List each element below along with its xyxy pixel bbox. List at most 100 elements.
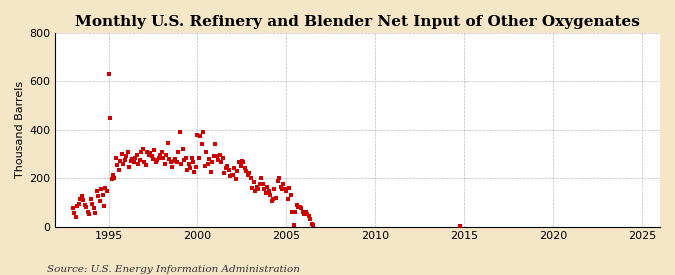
Point <box>72 204 83 208</box>
Point <box>234 160 244 165</box>
Point <box>127 156 138 161</box>
Point <box>92 194 103 199</box>
Point <box>151 160 161 165</box>
Point <box>269 187 280 191</box>
Point <box>240 166 250 171</box>
Point <box>223 167 234 172</box>
Point <box>95 199 105 204</box>
Point <box>216 160 227 165</box>
Point <box>146 154 157 159</box>
Point <box>153 155 164 160</box>
Point <box>229 166 240 171</box>
Point <box>170 156 181 161</box>
Point <box>144 150 155 155</box>
Point <box>143 153 154 157</box>
Point <box>200 164 211 168</box>
Point <box>250 189 261 194</box>
Point <box>176 161 186 166</box>
Point <box>236 159 247 163</box>
Point <box>124 165 135 169</box>
Point <box>204 156 215 161</box>
Point <box>220 166 231 171</box>
Point <box>242 172 253 177</box>
Point <box>241 169 252 173</box>
Point <box>209 154 219 159</box>
Point <box>81 205 92 210</box>
Point <box>138 160 149 165</box>
Point <box>299 212 310 217</box>
Point <box>256 176 267 180</box>
Point <box>192 132 203 137</box>
Point <box>225 174 236 178</box>
Point <box>262 185 273 189</box>
Point <box>189 170 200 174</box>
Point <box>238 160 249 165</box>
Point <box>134 158 145 162</box>
Point <box>163 141 173 145</box>
Point <box>254 182 265 186</box>
Point <box>136 149 146 154</box>
Point <box>210 142 221 147</box>
Point <box>158 155 169 160</box>
Point <box>235 164 246 168</box>
Point <box>149 148 160 153</box>
Point <box>118 161 129 166</box>
Point <box>112 163 123 167</box>
Point <box>68 206 78 211</box>
Point <box>128 160 139 165</box>
Point <box>85 197 96 201</box>
Point <box>277 187 288 191</box>
Point <box>78 198 88 202</box>
Point <box>182 167 192 172</box>
Point <box>266 199 277 204</box>
Point <box>109 176 119 180</box>
Point <box>304 217 315 222</box>
Point <box>253 187 264 191</box>
Point <box>142 149 153 154</box>
Point <box>222 164 233 168</box>
Point <box>290 210 301 214</box>
Y-axis label: Thousand Barrels: Thousand Barrels <box>15 81 25 178</box>
Point <box>107 172 118 177</box>
Point <box>155 153 166 157</box>
Point <box>213 158 223 162</box>
Point <box>211 154 222 159</box>
Point <box>164 156 175 161</box>
Point <box>148 156 159 161</box>
Point <box>188 160 198 165</box>
Point <box>102 189 113 194</box>
Point <box>179 158 190 162</box>
Point <box>263 189 274 194</box>
Point <box>272 178 283 183</box>
Point <box>130 155 140 160</box>
Point <box>205 170 216 174</box>
Point <box>174 130 185 134</box>
Point <box>167 165 178 169</box>
Point <box>292 203 302 207</box>
Point <box>198 130 209 134</box>
Point <box>279 187 290 191</box>
Point <box>74 201 84 206</box>
Point <box>287 210 298 214</box>
Point <box>268 197 279 201</box>
Point <box>140 163 151 167</box>
Point <box>207 160 217 165</box>
Point <box>173 149 184 154</box>
Point <box>161 153 171 157</box>
Title: Monthly U.S. Refinery and Blender Net Input of Other Oxygenates: Monthly U.S. Refinery and Blender Net In… <box>75 15 640 29</box>
Point <box>113 167 124 172</box>
Point <box>186 155 197 160</box>
Point <box>231 177 242 182</box>
Point <box>157 149 167 154</box>
Point <box>131 153 142 157</box>
Point <box>96 187 107 191</box>
Point <box>119 158 130 162</box>
Point <box>171 160 182 165</box>
Point <box>105 116 115 120</box>
Point <box>91 189 102 194</box>
Point <box>88 206 99 211</box>
Point <box>111 155 122 160</box>
Point <box>71 215 82 219</box>
Point <box>265 193 275 197</box>
Point <box>69 211 80 216</box>
